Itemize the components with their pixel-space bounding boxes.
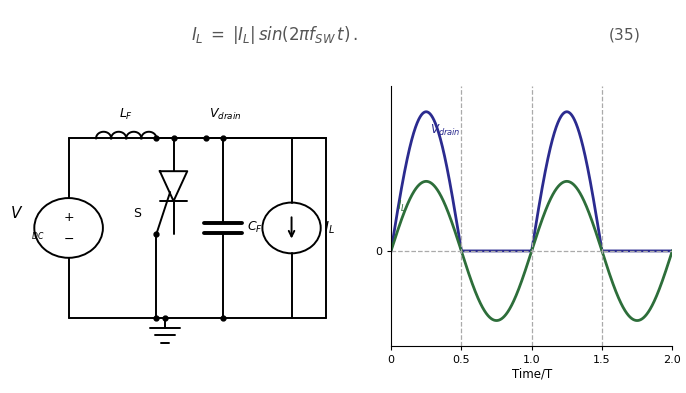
Text: $I_L$: $I_L$ xyxy=(324,220,335,236)
Text: $L_F$: $L_F$ xyxy=(119,107,133,122)
Text: $V_{drain}$: $V_{drain}$ xyxy=(430,123,461,138)
Text: $(35)$: $(35)$ xyxy=(608,26,640,44)
Text: $I_L\;=\;|I_L|\,sin(2\pi f_{SW}\,t)\,.$: $I_L\;=\;|I_L|\,sin(2\pi f_{SW}\,t)\,.$ xyxy=(191,24,358,46)
Text: $I_L$: $I_L$ xyxy=(397,199,406,214)
Text: $-$: $-$ xyxy=(63,232,74,245)
Text: S: S xyxy=(134,206,141,220)
X-axis label: Time/T: Time/T xyxy=(512,367,552,381)
Text: $C_F$: $C_F$ xyxy=(247,220,263,235)
Text: $_{DC}$: $_{DC}$ xyxy=(31,231,45,243)
Text: $+$: $+$ xyxy=(63,211,74,224)
Text: $V_{drain}$: $V_{drain}$ xyxy=(209,107,241,122)
Text: $V$: $V$ xyxy=(10,205,24,221)
